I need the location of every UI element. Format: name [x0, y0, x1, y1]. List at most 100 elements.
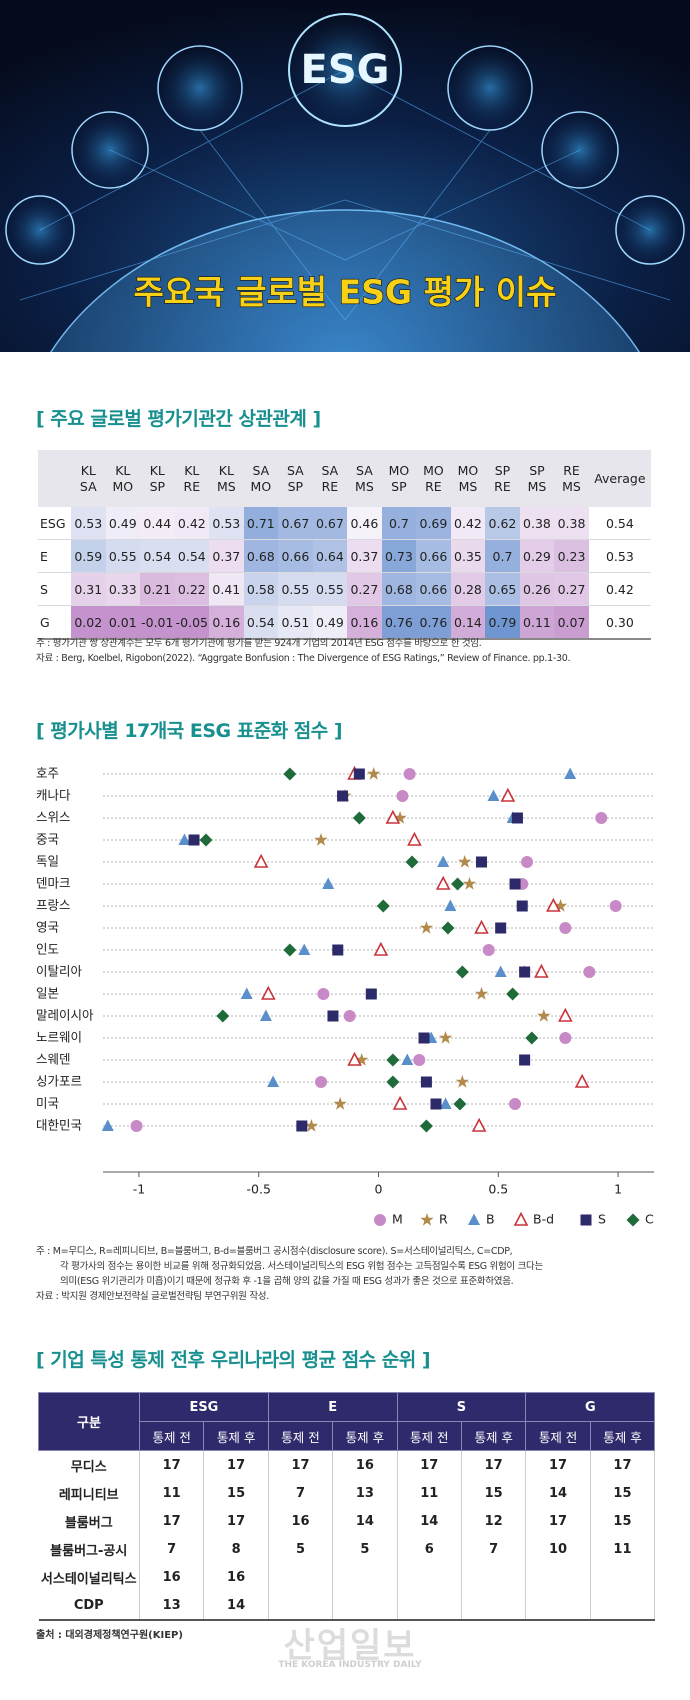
- table-notes: 주 : 평가기관 쌍 상관계수는 모두 6개 평가기관에 평가를 받는 924개…: [36, 636, 570, 666]
- marker-r: [455, 1075, 469, 1088]
- empty-cell: [590, 1591, 656, 1621]
- rank-cell: 17: [139, 1507, 205, 1535]
- correlation-cell: 0.7: [485, 539, 520, 573]
- marker-b: [401, 1053, 414, 1065]
- group-header: S: [396, 1392, 527, 1422]
- marker-m: [403, 768, 416, 780]
- marker-s: [476, 856, 488, 868]
- note-line: 각 평가사의 점수는 용이한 비교를 위해 정규화되었음. 서스테이널리틱스의 …: [60, 1261, 543, 1272]
- rank-cell: 17: [203, 1450, 269, 1479]
- marker-b: [267, 1075, 280, 1087]
- column-header-line: MO: [457, 462, 479, 478]
- marker-s: [353, 768, 365, 780]
- marker-s: [519, 1054, 531, 1066]
- correlation-cell: 0.68: [243, 539, 279, 573]
- column-header-line: SA: [252, 462, 270, 478]
- sub-header: 통제 후: [589, 1421, 656, 1451]
- marker-c: [216, 1009, 230, 1023]
- column-header: Average: [588, 450, 651, 507]
- dot-chart: 호주캐나다스위스중국독일덴마크프랑스영국인도이탈리아일본말레이시아노르웨이스웨덴…: [36, 766, 654, 1227]
- marker-m: [595, 812, 608, 824]
- correlation-cell: 0.54: [140, 539, 175, 573]
- rank-cell: 15: [203, 1479, 269, 1507]
- correlation-cell: 0.11: [519, 605, 555, 640]
- column-header-line: KL: [184, 462, 200, 478]
- marker-s: [332, 944, 344, 956]
- correlation-cell: 0.54: [243, 605, 279, 640]
- marker-m: [482, 944, 495, 956]
- marker-bd: [500, 787, 516, 802]
- marker-r: [355, 1053, 369, 1066]
- column-header-line: MS: [562, 478, 581, 494]
- column-header-line: SA: [321, 462, 339, 478]
- marker-r: [474, 987, 489, 1000]
- x-tick-label: -1: [133, 1182, 145, 1197]
- correlation-cell: 0.69: [416, 507, 451, 540]
- correlation-cell: -0.01: [140, 605, 175, 640]
- correlation-cell: 0.49: [105, 507, 141, 540]
- column-header-line: KL: [149, 462, 165, 478]
- average-cell: 0.53: [588, 539, 651, 573]
- marker-r: [458, 855, 472, 868]
- correlation-cell: 0.16: [347, 605, 382, 640]
- correlation-cell: 0.21: [140, 572, 175, 606]
- marker-r: [304, 1119, 319, 1132]
- marker-m: [521, 856, 534, 868]
- sub-header: 통제 전: [396, 1421, 462, 1451]
- correlation-cell: 0.16: [209, 605, 244, 640]
- rank-table: 구분 ESG E S G 통제 전 통제 후 통제 전 통제 후 통제 전 통제 후 통제 전 통제 후…: [38, 1392, 656, 1621]
- rank-cell: 17: [525, 1450, 591, 1479]
- rank-cell: 16: [139, 1563, 205, 1591]
- marker-b: [439, 1097, 452, 1109]
- marker-bd: [260, 985, 276, 1000]
- marker-s: [511, 812, 523, 824]
- marker-bd: [373, 941, 389, 956]
- rank-cell: 7: [461, 1535, 527, 1563]
- legend-marker: [513, 1211, 529, 1226]
- correlation-cell: 0.26: [519, 572, 555, 606]
- marker-c: [451, 877, 465, 891]
- column-header: MO MS: [450, 450, 486, 507]
- marker-b: [259, 1009, 272, 1021]
- correlation-cell: 0.54: [174, 539, 210, 573]
- badge-circle: [288, 13, 402, 127]
- marker-r: [393, 811, 407, 824]
- marker-s: [509, 878, 521, 890]
- marker-b: [298, 943, 311, 955]
- rank-cell: 12: [461, 1507, 527, 1535]
- correlation-cell: 0.66: [278, 539, 313, 573]
- rank-cell: 11: [397, 1479, 462, 1507]
- header-row: 구분 ESG E S G: [38, 1392, 656, 1451]
- data-row: 서스테이널리틱스 16 16: [38, 1563, 656, 1591]
- correlation-cell: 0.62: [485, 507, 520, 540]
- x-tick-label: 0.5: [488, 1182, 508, 1197]
- correlation-cell: 0.67: [278, 507, 313, 540]
- column-header-line: RE: [563, 462, 580, 478]
- category-label: 미국: [36, 1096, 59, 1111]
- group-header: E: [267, 1392, 398, 1422]
- data-row: S 0.31 0.33 0.21 0.22 0.41 0.58 0.55 0.55 0.27 0.6…: [38, 572, 651, 606]
- data-row: 레피니티브 11 15 7 13 11 15 14 15: [38, 1479, 656, 1507]
- marker-r: [438, 1031, 453, 1044]
- marker-r: [367, 767, 381, 780]
- column-header-line: SP: [494, 462, 511, 478]
- marker-c: [525, 1031, 539, 1045]
- marker-s: [418, 1032, 430, 1044]
- correlation-cell: 0.53: [71, 507, 106, 540]
- category-label: 대한민국: [36, 1118, 82, 1133]
- column-header-line: SA: [287, 462, 304, 478]
- corner-header: 구분: [38, 1392, 140, 1451]
- correlation-cell: 0.14: [450, 605, 486, 640]
- marker-bd: [435, 875, 451, 890]
- category-label: 중국: [36, 832, 59, 847]
- category-label: 캐나다: [36, 788, 71, 803]
- correlation-cell: 0.68: [381, 572, 417, 606]
- correlation-cell: 0.01: [105, 605, 141, 640]
- column-header: SP MS: [519, 450, 555, 507]
- marker-c: [199, 833, 213, 847]
- correlation-cell: 0.71: [243, 507, 279, 540]
- column-header: KL RE: [174, 450, 210, 507]
- banner-title: 주요국 글로벌 ESG 평가 이슈: [134, 273, 557, 312]
- column-header: KL MS: [209, 450, 244, 507]
- correlation-cell: 0.42: [174, 507, 210, 540]
